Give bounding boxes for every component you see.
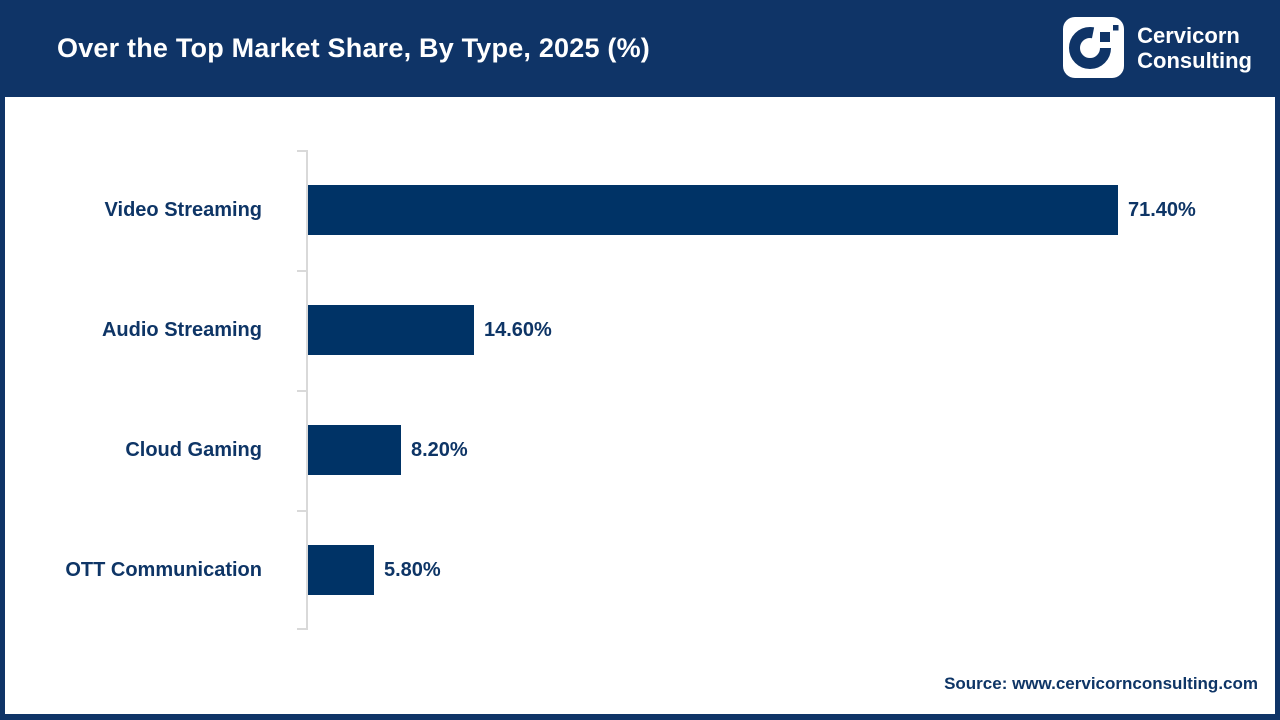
bar-ott-communication xyxy=(308,545,374,595)
bar-audio-streaming xyxy=(308,305,474,355)
frame-border-right xyxy=(1275,0,1280,720)
value-label: 71.40% xyxy=(1128,198,1196,221)
logo-badge xyxy=(1063,15,1125,81)
frame-border-left xyxy=(0,0,5,720)
category-label: Cloud Gaming xyxy=(125,438,262,461)
category-label: Audio Streaming xyxy=(101,318,262,341)
brand-logo: Cervicorn Consulting xyxy=(1063,17,1252,78)
value-label: 14.60% xyxy=(484,318,552,341)
axis-tick xyxy=(297,390,306,392)
bar-video-streaming xyxy=(308,185,1118,235)
page-title: Over the Top Market Share, By Type, 2025… xyxy=(57,33,650,63)
logo-line1: Cervicorn xyxy=(1137,22,1240,48)
category-label: Video Streaming xyxy=(104,198,262,221)
bar-cloud-gaming xyxy=(308,425,401,475)
value-label: 8.20% xyxy=(411,438,468,461)
bar-row: OTT Communication 5.80% xyxy=(0,510,1270,630)
axis-tick xyxy=(297,270,306,272)
bar-row: Cloud Gaming 8.20% xyxy=(0,390,1270,510)
axis-tick xyxy=(297,510,306,512)
frame-border-bottom xyxy=(0,714,1280,720)
value-label: 5.80% xyxy=(384,558,441,581)
logo-line2: Consulting xyxy=(1137,47,1252,73)
cervicorn-c-icon xyxy=(1063,15,1124,81)
axis-tick xyxy=(297,150,306,152)
source-attribution: Source: www.cervicornconsulting.com xyxy=(944,674,1258,693)
bar-row: Video Streaming 71.40% xyxy=(0,150,1270,270)
logo-wordmark: Cervicorn Consulting xyxy=(1137,23,1252,73)
category-label: OTT Communication xyxy=(65,558,262,581)
bar-row: Audio Streaming 14.60% xyxy=(0,270,1270,390)
header-bar: Over the Top Market Share, By Type, 2025… xyxy=(0,0,1280,97)
y-axis-line xyxy=(306,150,308,630)
axis-tick xyxy=(297,628,306,630)
